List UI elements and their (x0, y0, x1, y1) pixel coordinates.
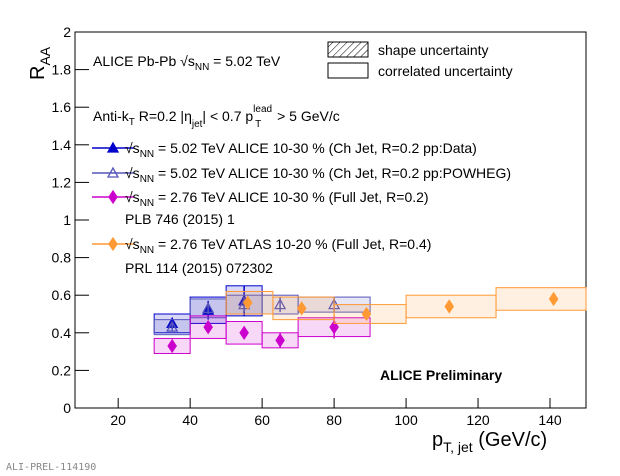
y-tick-label: 1.8 (52, 62, 72, 78)
marker (548, 291, 559, 307)
marker (444, 299, 455, 314)
text-part: √s (125, 140, 140, 156)
x-tick-label: 60 (254, 412, 270, 428)
text-part: R=0.2 |η (135, 108, 192, 124)
marker (274, 298, 287, 310)
y-tick-label: 0.8 (52, 250, 72, 266)
marker (166, 320, 179, 332)
text-part: √s (180, 53, 195, 69)
x-tick-label: 100 (394, 412, 418, 428)
legend-text: √sNN = 2.76 TeV ALICE 10-30 % (Full Jet,… (125, 189, 429, 209)
legend-marker (108, 189, 118, 205)
legend-text: √sNN = 5.02 TeV ALICE 10-30 % (Ch Jet, R… (125, 140, 477, 160)
y-tick-label: 1 (63, 212, 71, 228)
uncertainty-box (495, 287, 587, 311)
text-part: √s (125, 165, 140, 181)
text-part: R (27, 66, 49, 80)
text-part: NN (140, 198, 154, 209)
legend-marker (106, 141, 120, 153)
text-part: | < 0.7 (202, 108, 245, 124)
marker (242, 295, 253, 310)
x-tick-label: 40 (182, 412, 198, 428)
text-part: NN (140, 174, 154, 185)
text-part: AA (37, 46, 53, 65)
y-tick-label: 2 (63, 24, 71, 40)
text-part: T (129, 117, 135, 128)
marker (329, 319, 339, 335)
marker (202, 302, 215, 314)
x-tick-label: 120 (466, 412, 490, 428)
text-part: NN (140, 149, 154, 160)
marker (296, 301, 307, 316)
reference: PLB 746 (2015) 1 (125, 211, 235, 227)
text-part: Anti-k (93, 108, 130, 124)
y-tick-label: 0.2 (52, 362, 72, 378)
marker (275, 333, 285, 348)
text-part: NN (140, 245, 154, 256)
y-tick-label: 1.4 (52, 137, 72, 153)
y-tick-label: 0.4 (52, 325, 72, 341)
x-tick-label: 20 (110, 412, 126, 428)
text-part: lead (253, 104, 272, 115)
legend-text: √sNN = 5.02 TeV ALICE 10-30 % (Ch Jet, R… (125, 165, 511, 185)
preliminary-label: ALICE Preliminary (380, 367, 502, 383)
y-axis-title: RAA (27, 46, 53, 80)
y-tick-label: 1.6 (52, 99, 72, 115)
legend-text: correlated uncertainty (378, 63, 513, 79)
reference: PRL 114 (2015) 072302 (125, 260, 273, 276)
text-part: ALICE Pb-Pb (93, 53, 180, 69)
legend-swatch (327, 41, 369, 58)
marker (167, 338, 177, 354)
text-part: NN (195, 62, 209, 73)
x-axis-title: pT, jet (GeV/c) (432, 429, 547, 455)
legend-marker (108, 236, 118, 252)
footer: ALI-PREL-114190 (6, 462, 96, 473)
text-part: = 2.76 TeV ALICE 10-30 % (Full Jet, R=0.… (154, 189, 428, 205)
x-tick-label: 140 (538, 412, 562, 428)
text-part: p (432, 429, 443, 451)
jet-label: Anti-kT R=0.2 |ηjet| < 0.7 plead T > 5 Ge… (93, 104, 340, 130)
marker (203, 319, 213, 335)
text-part: (GeV/c) (473, 429, 547, 451)
y-tick-label: 1.2 (52, 174, 72, 190)
legend-marker (106, 166, 120, 178)
y-tick-label: 0.6 (52, 287, 72, 303)
legend-text: √sNN = 2.76 TeV ATLAS 10-20 % (Full Jet,… (125, 236, 431, 256)
text-part: √s (125, 189, 140, 205)
text-part: jet (191, 119, 203, 130)
text-part: = 5.02 TeV ALICE 10-30 % (Ch Jet, R=0.2 … (154, 140, 477, 156)
text-part: √s (125, 236, 140, 252)
x-tick-label: 80 (326, 412, 342, 428)
text-part: = 5.02 TeV (209, 53, 281, 69)
legend-swatch (327, 62, 369, 79)
y-tick-label: 0 (63, 400, 71, 416)
text-part: > 5 GeV/c (273, 108, 340, 124)
text-part: T, jet (443, 439, 473, 455)
text-part: = 5.02 TeV ALICE 10-30 % (Ch Jet, R=0.2 … (154, 165, 511, 181)
text-part: p (245, 108, 253, 124)
marker (239, 325, 249, 340)
legend-text: shape uncertainty (378, 42, 489, 58)
system-label: ALICE Pb-Pb √sNN = 5.02 TeV (93, 53, 281, 73)
text-part: = 2.76 TeV ATLAS 10-20 % (Full Jet, R=0.… (154, 236, 431, 252)
text-part: T (255, 119, 261, 130)
marker (361, 306, 372, 322)
